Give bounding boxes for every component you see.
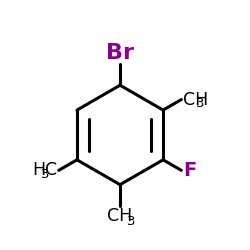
Text: H: H — [32, 161, 46, 179]
Text: CH: CH — [108, 207, 133, 225]
Text: CH: CH — [184, 90, 209, 108]
Text: 3: 3 — [41, 168, 50, 181]
Text: 3: 3 — [127, 215, 136, 228]
Text: F: F — [184, 161, 197, 180]
Text: C: C — [44, 161, 57, 179]
Text: Br: Br — [106, 43, 134, 63]
Text: 3: 3 — [196, 98, 205, 110]
